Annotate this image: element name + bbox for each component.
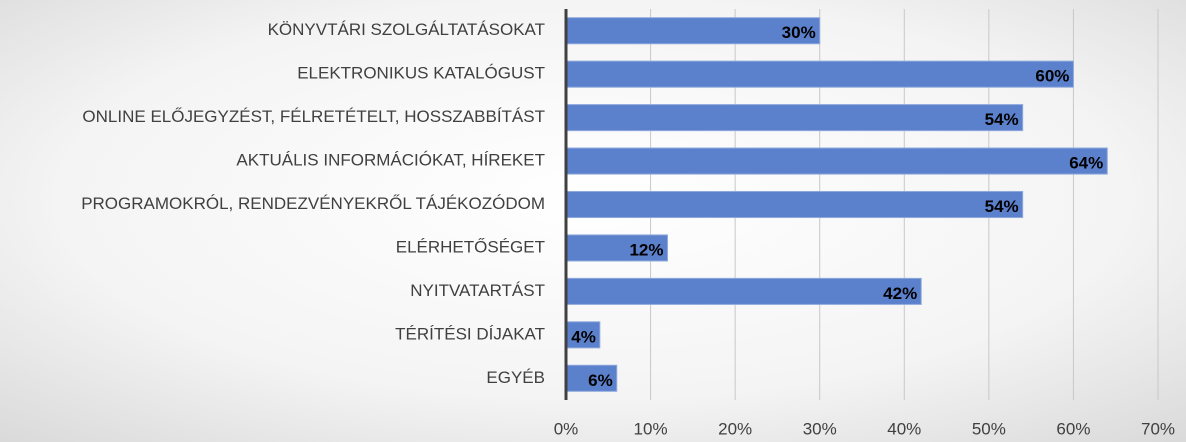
bar [565,104,1024,132]
data-label: 64% [1069,154,1103,173]
y-tick-label: AKTUÁLIS INFORMÁCIÓKAT, HÍREKET [236,151,545,170]
y-tick-label: PROGRAMOKRÓL, RENDEZVÉNYEKRŐL TÁJÉKOZÓDO… [81,194,545,213]
bar [565,364,618,392]
y-tick-label: ELÉRHETŐSÉGET [396,237,545,256]
data-label: 60% [1035,67,1069,86]
bar [565,147,1108,175]
x-tick-label: 70% [1141,419,1175,438]
y-tick-label: NYITVATARTÁST [410,281,545,300]
x-tick-label: 30% [803,419,837,438]
y-tick-label: ONLINE ELŐJEGYZÉST, FÉLRETÉTELT, HOSSZAB… [82,107,545,126]
x-tick-label: 60% [1056,419,1090,438]
data-label: 54% [985,110,1019,129]
x-tick-label: 50% [972,419,1006,438]
y-tick-label: ELEKTRONIKUS KATALÓGUST [297,64,545,83]
bar [565,277,922,305]
data-label: 42% [883,284,917,303]
data-label: 4% [571,327,596,346]
y-tick-label: EGYÉB [486,368,545,387]
bar [565,190,1024,219]
y-tick-label: TÉRÍTÉSI DÍJAKAT [395,324,545,343]
x-tick-label: 10% [634,419,668,438]
data-label: 30% [782,23,816,42]
y-tick-label: KÖNYVTÁRI SZOLGÁLTATÁSOKAT [268,20,545,39]
bar [565,60,1074,88]
bar [565,17,821,45]
x-tick-label: 40% [887,419,921,438]
x-tick-label: 0% [554,419,579,438]
data-label: 6% [588,371,613,390]
data-label: 12% [629,240,663,259]
data-label: 54% [985,197,1019,216]
x-tick-label: 20% [718,419,752,438]
bar [565,234,668,262]
